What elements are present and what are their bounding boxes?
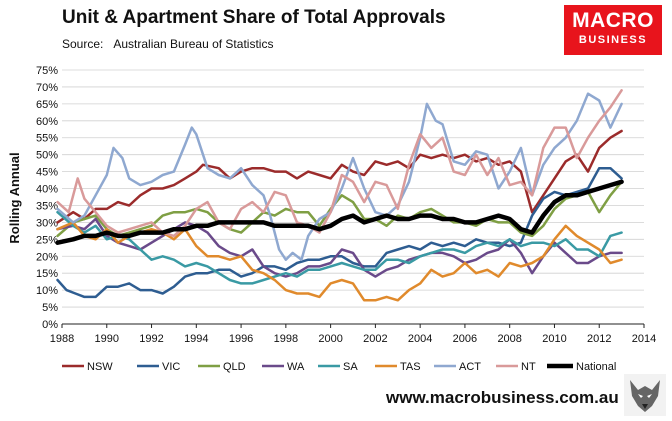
- series-line-wa: [56, 217, 623, 278]
- y-axis-ticks: 0% 5% 10% 15% 20% 25% 30% 35% 40% 45% 50% 55% 60% 65%…: [36, 65, 58, 331]
- series-line-qld: [56, 180, 623, 238]
- legend-label-wa: WA: [287, 361, 305, 373]
- legend-label-tas: TAS: [400, 361, 421, 373]
- y-tick-label: 45%: [36, 167, 58, 179]
- y-tick-label: 70%: [36, 82, 58, 94]
- x-tick-label: 2014: [632, 333, 656, 345]
- macrobusiness-logo: MACRO BUSINESS: [564, 5, 662, 55]
- y-tick-label: 55%: [36, 133, 58, 145]
- series-lines: [55, 89, 624, 302]
- series-line-sa: [56, 210, 623, 285]
- x-tick-label: 2002: [363, 333, 387, 345]
- logo-line1: MACRO: [572, 9, 654, 32]
- y-axis-label: Rolling Annual: [7, 152, 22, 243]
- y-tick-label: 35%: [36, 200, 58, 212]
- y-tick-label: 20%: [36, 251, 58, 263]
- x-tick-label: 2000: [318, 333, 342, 345]
- chart-title: Unit & Apartment Share of Total Approval…: [62, 7, 446, 28]
- legend-label-national: National: [576, 361, 616, 373]
- x-tick-label: 2010: [542, 333, 566, 345]
- series-line-nt: [56, 89, 623, 238]
- y-tick-label: 30%: [36, 217, 58, 229]
- x-tick-label: 1996: [229, 333, 253, 345]
- x-tick-label: 1992: [139, 333, 163, 345]
- x-tick-label: 1998: [274, 333, 298, 345]
- y-tick-label: 65%: [36, 99, 58, 111]
- footer-url: www.macrobusiness.com.au: [386, 388, 619, 407]
- series-line-national: [55, 179, 624, 245]
- y-tick-label: 75%: [36, 65, 58, 77]
- legend-label-sa: SA: [343, 361, 358, 373]
- legend-label-nsw: NSW: [87, 361, 113, 373]
- grid-lines: [62, 69, 644, 308]
- x-tick-label: 1988: [50, 333, 74, 345]
- y-tick-label: 15%: [36, 268, 58, 280]
- legend-label-vic: VIC: [162, 361, 180, 373]
- x-tick-label: 2012: [587, 333, 611, 345]
- x-tick-label: 2004: [408, 333, 432, 345]
- y-tick-label: 40%: [36, 184, 58, 196]
- y-tick-label: 10%: [36, 285, 58, 297]
- source-line: Source: Australian Bureau of Statistics: [62, 37, 273, 51]
- y-tick-label: 50%: [36, 150, 58, 162]
- legend: NSW VIC QLD WA SA TAS ACT NT National: [62, 361, 616, 373]
- series-line-tas: [56, 221, 623, 302]
- y-tick-label: 0%: [42, 319, 58, 331]
- x-tick-label: 1994: [184, 333, 208, 345]
- logo-line2: BUSINESS: [578, 34, 648, 46]
- legend-label-act: ACT: [459, 361, 481, 373]
- source-value: Australian Bureau of Statistics: [113, 37, 274, 51]
- source-label: Source:: [62, 37, 104, 51]
- x-tick-label: 1990: [95, 333, 119, 345]
- series-line-nsw: [56, 129, 623, 224]
- wolf-logo-icon: [624, 374, 666, 416]
- y-tick-label: 25%: [36, 234, 58, 246]
- series-line-act: [56, 92, 623, 261]
- x-tick-label: 2008: [497, 333, 521, 345]
- y-tick-label: 5%: [42, 302, 58, 314]
- legend-label-nt: NT: [521, 361, 536, 373]
- legend-label-qld: QLD: [223, 361, 246, 373]
- x-axis-ticks: 1988 1990 1992 1994 1996 1998 2000 2002 2004 2006…: [50, 324, 656, 345]
- x-tick-label: 2006: [453, 333, 477, 345]
- y-tick-label: 60%: [36, 116, 58, 128]
